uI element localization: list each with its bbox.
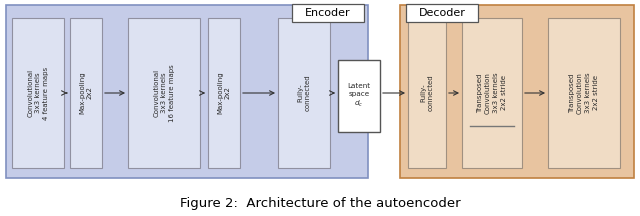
Text: Decoder: Decoder bbox=[419, 8, 465, 18]
Text: Transposed
Convolution
3x3 kernels
2x2 stride: Transposed Convolution 3x3 kernels 2x2 s… bbox=[570, 72, 598, 114]
Bar bbox=[278, 18, 330, 168]
Text: Transposed
Convolution
3x3 kernels
2x2 stride: Transposed Convolution 3x3 kernels 2x2 s… bbox=[477, 72, 507, 114]
Text: Latent
space
$d_c$: Latent space $d_c$ bbox=[348, 83, 371, 109]
Text: Fully-
connected: Fully- connected bbox=[420, 75, 434, 111]
Bar bbox=[292, 4, 364, 22]
Bar bbox=[128, 18, 200, 168]
Text: Encoder: Encoder bbox=[305, 8, 351, 18]
Bar bbox=[406, 4, 478, 22]
Bar bbox=[408, 18, 446, 168]
Text: Convolutional
3x3 kernels
4 feature maps: Convolutional 3x3 kernels 4 feature maps bbox=[28, 67, 49, 120]
Text: Max-pooling
2x2: Max-pooling 2x2 bbox=[79, 72, 93, 114]
Bar bbox=[208, 18, 240, 168]
Bar bbox=[70, 18, 102, 168]
Text: Convolutional
3x3 kernels
16 feature maps: Convolutional 3x3 kernels 16 feature map… bbox=[153, 64, 175, 122]
Bar bbox=[462, 18, 522, 168]
Bar bbox=[12, 18, 64, 168]
Text: Fully-
connected: Fully- connected bbox=[297, 75, 311, 111]
Bar bbox=[6, 5, 368, 178]
Bar bbox=[338, 60, 380, 132]
Bar bbox=[548, 18, 620, 168]
Bar bbox=[400, 5, 634, 178]
Text: Max-pooling
2x2: Max-pooling 2x2 bbox=[217, 72, 231, 114]
Text: Figure 2:  Architecture of the autoencoder: Figure 2: Architecture of the autoencode… bbox=[180, 197, 460, 210]
